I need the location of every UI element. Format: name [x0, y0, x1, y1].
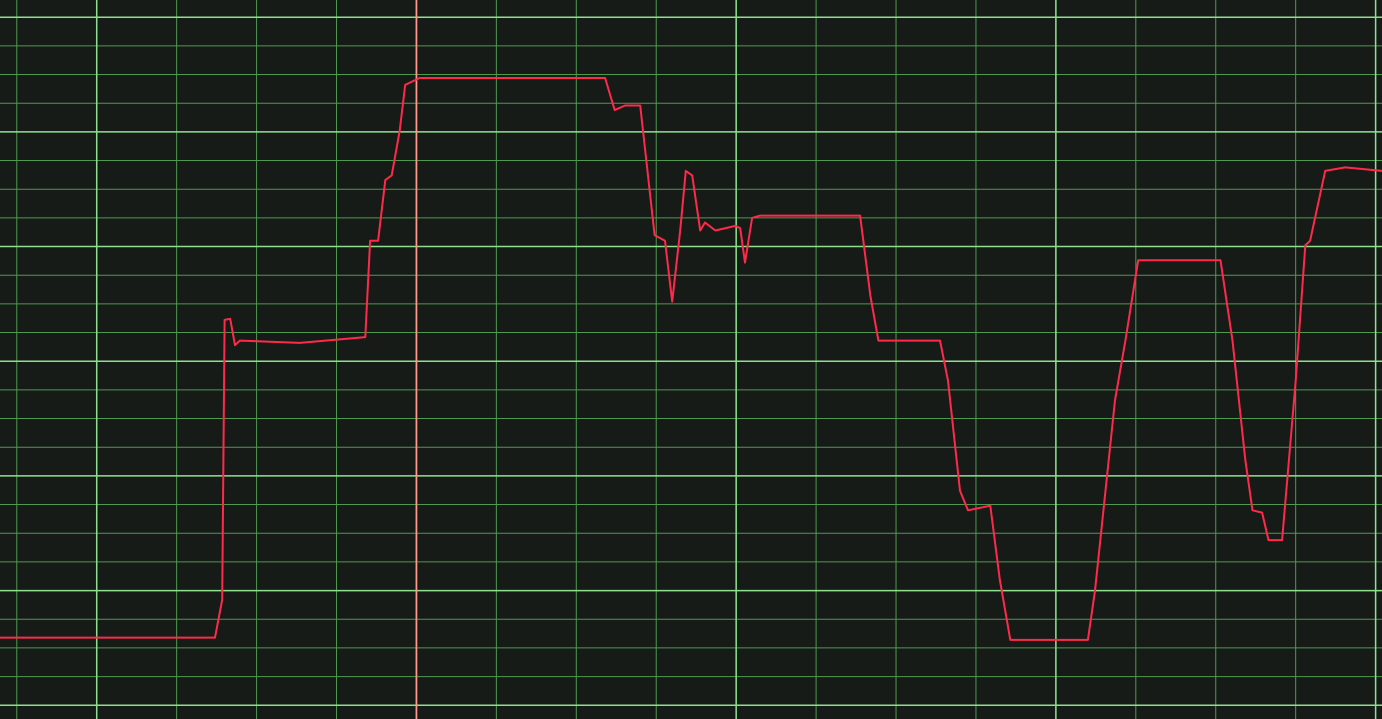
trace-line: [0, 77, 1382, 641]
